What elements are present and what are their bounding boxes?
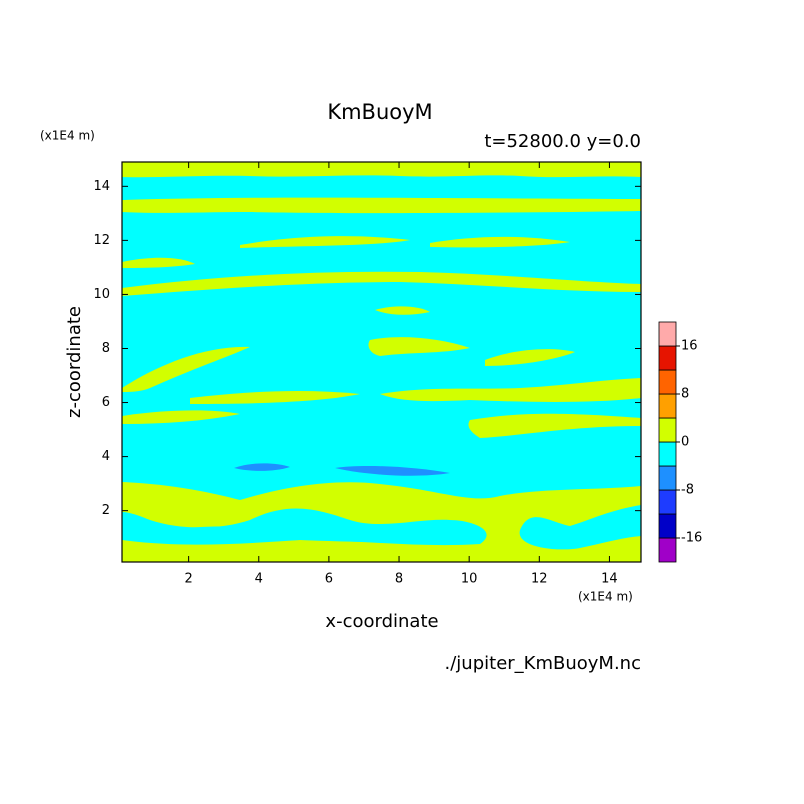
contour-region xyxy=(122,197,641,214)
colorbar-box xyxy=(658,489,677,515)
colorbar-box xyxy=(658,417,677,443)
x-tick-label: 14 xyxy=(601,572,618,587)
contour-region xyxy=(122,257,195,268)
x-tick-label: 8 xyxy=(395,572,403,587)
contour-region xyxy=(122,410,240,424)
y-unit: (x1E4 m) xyxy=(40,129,95,143)
colorbar-box xyxy=(658,513,677,539)
y-tick-label: 14 xyxy=(93,179,110,194)
contour-region xyxy=(122,271,641,296)
y-tick-label: 12 xyxy=(93,233,110,248)
x-tick-label: 6 xyxy=(325,572,333,587)
contour-region xyxy=(380,378,641,402)
contour-region xyxy=(234,463,290,471)
contour-region xyxy=(150,526,470,543)
x-tick-label: 10 xyxy=(461,572,478,587)
contour-region xyxy=(122,346,250,392)
contour-region xyxy=(335,465,450,476)
contour-region xyxy=(368,337,470,356)
y-tick-label: 10 xyxy=(93,287,110,302)
x-tick-label: 12 xyxy=(531,572,548,587)
chart-subtitle: t=52800.0 y=0.0 xyxy=(484,131,641,152)
colorbar-box xyxy=(658,441,677,467)
colorbar-box xyxy=(658,537,677,563)
x-tick-label: 2 xyxy=(184,572,192,587)
colorbar-label: 0 xyxy=(681,435,689,450)
contour-field xyxy=(122,162,641,562)
y-axis-label: z-coordinate xyxy=(64,306,85,418)
contour-region xyxy=(375,306,430,315)
contour-region xyxy=(485,349,575,366)
contour-region xyxy=(468,413,641,438)
x-axis-label: x-coordinate xyxy=(325,611,438,632)
y-tick-label: 4 xyxy=(102,449,110,464)
contour-regions xyxy=(122,162,641,562)
contour-region xyxy=(122,162,641,178)
colorbar-label: 16 xyxy=(681,339,698,354)
y-tick-label: 6 xyxy=(102,395,110,410)
chart-title: KmBuoyM xyxy=(327,100,432,124)
y-tick-label: 2 xyxy=(102,503,110,518)
colorbar-label: -16 xyxy=(681,531,702,546)
colorbar-box xyxy=(658,393,677,419)
colorbar-label: -8 xyxy=(681,483,694,498)
x-tick-label: 4 xyxy=(255,572,263,587)
colorbar-box xyxy=(658,345,677,371)
plot-frame xyxy=(121,161,642,563)
colorbar-box xyxy=(658,465,677,491)
colorbar-box xyxy=(658,321,677,347)
contour-region xyxy=(430,236,570,248)
contour-region xyxy=(190,391,360,404)
source-file: ./jupiter_KmBuoyM.nc xyxy=(445,653,641,674)
colorbar-label: 8 xyxy=(681,387,689,402)
contour-region xyxy=(240,236,410,248)
contour-region xyxy=(122,482,641,562)
x-unit: (x1E4 m) xyxy=(578,590,633,604)
y-tick-label: 8 xyxy=(102,341,110,356)
colorbar-box xyxy=(658,369,677,395)
